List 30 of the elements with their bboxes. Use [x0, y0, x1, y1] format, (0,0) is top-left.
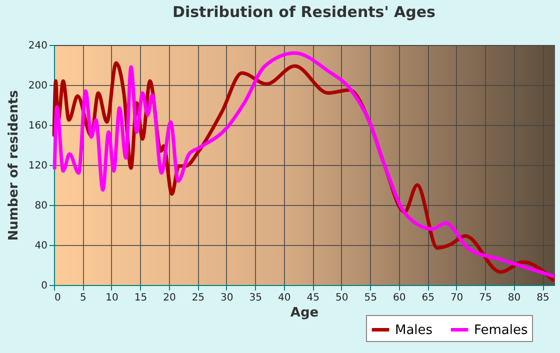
x-axis-title: Age [290, 306, 319, 320]
x-tick-label: 85 [536, 292, 550, 304]
y-tick-label: 160 [28, 120, 48, 132]
x-tick-label: 20 [163, 292, 176, 304]
y-tick-label: 80 [34, 200, 48, 212]
x-tick-label: 15 [134, 292, 148, 304]
y-tick-label: 0 [41, 280, 48, 292]
chart-title: Distribution of Residents' Ages [172, 3, 436, 21]
x-tick-label: 10 [106, 292, 118, 304]
x-tick-label: 35 [249, 292, 262, 304]
x-tick-label: 40 [278, 292, 291, 304]
x-tick-label: 70 [450, 292, 464, 304]
x-tick-label: 65 [422, 292, 434, 304]
x-tick-label: 60 [392, 292, 406, 304]
y-tick-label: 200 [28, 80, 48, 92]
x-tick-label: 30 [220, 292, 234, 304]
legend-label: Females [474, 322, 528, 338]
x-tick-label: 0 [54, 292, 61, 304]
x-tick-label: 5 [80, 292, 86, 304]
x-tick-label: 25 [192, 292, 205, 304]
y-tick-label: 240 [28, 40, 48, 52]
y-axis-title: Number of residents [6, 90, 22, 241]
y-tick-label: 40 [34, 240, 48, 252]
x-tick-label: 55 [364, 292, 377, 304]
x-tick-label: 45 [306, 292, 320, 304]
x-tick-label: 80 [508, 292, 521, 304]
y-tick-label: 120 [28, 160, 48, 172]
x-tick-label: 75 [479, 292, 492, 304]
x-tick-label: 50 [335, 292, 348, 304]
legend-label: Males [395, 322, 433, 338]
